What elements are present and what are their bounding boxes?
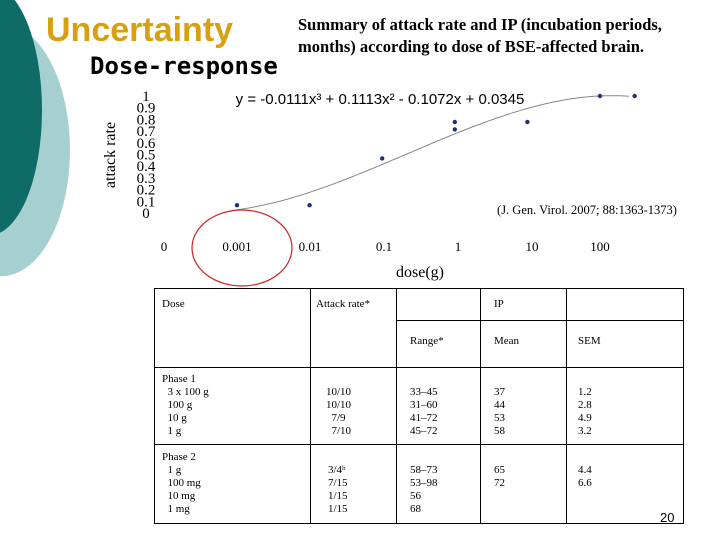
phase1-attack-rate: 10/10 10/10 7/9 7/10: [326, 386, 352, 437]
data-point: [234, 202, 240, 208]
slide-subtitle: Dose-response: [90, 52, 278, 80]
header-attack-rate: Attack rate*: [316, 298, 371, 310]
y-tick-label: 0.7: [137, 124, 156, 140]
phase1-range: 33–45 31–60 41–72 45–72: [410, 386, 438, 437]
y-tick-label: 0.9: [137, 101, 156, 117]
table-grid: [154, 288, 684, 524]
x-tick-label: 100: [590, 239, 610, 254]
highlight-circle: [191, 209, 293, 287]
y-tick-label: 0.8: [137, 112, 156, 128]
data-point: [632, 93, 637, 99]
x-tick-label: 0.01: [299, 239, 322, 254]
phase2-mean: 65 72: [494, 464, 505, 489]
y-tick-label: 0.3: [137, 171, 156, 187]
y-tick-label: 0.6: [137, 136, 156, 152]
y-axis-label: attack rate: [102, 122, 119, 188]
data-point: [452, 119, 457, 125]
page-number: 20: [660, 510, 675, 525]
data-point: [597, 93, 603, 99]
data-point: [380, 156, 385, 161]
x-tick-label: 0.001: [222, 239, 251, 254]
slide-title: Uncertainty: [46, 11, 234, 49]
header-mean: Mean: [494, 335, 520, 347]
y-tick-label: 0: [142, 206, 150, 222]
decorative-teal-shapes: [0, 0, 70, 276]
y-tick-label: 0.2: [137, 183, 156, 199]
header-range: Range*: [410, 335, 444, 347]
header-ip: IP: [494, 298, 504, 310]
phase2-attack-rate: 3/4ᵇ 7/15 1/15 1/15: [328, 464, 348, 515]
fit-curve: [236, 95, 630, 211]
y-tick-label: 0.4: [137, 159, 156, 175]
citation: (J. Gen. Virol. 2007; 88:1363-1373): [497, 203, 677, 217]
x-axis-ticks: 0 0.001 0.01 0.1 1 10 100: [161, 239, 610, 254]
phase1-sem: 1.2 2.8 4.9 3.2: [578, 386, 592, 437]
x-tick-label: 10: [526, 239, 539, 254]
header-dose: Dose: [162, 298, 185, 310]
phase1-dose: Phase 1 3 x 100 g 100 g 10 g 1 g: [162, 373, 209, 437]
data-points: [234, 93, 637, 208]
phase2-dose: Phase 2 1 g 100 mg 10 mg 1 mg: [162, 451, 201, 515]
fit-equation: y = -0.0111x³ + 0.1113x² - 0.1072x + 0.0…: [236, 91, 525, 108]
header-sem: SEM: [578, 335, 601, 347]
y-tick-label: 0.1: [137, 194, 156, 210]
data-point: [525, 119, 530, 125]
x-tick-label: 0: [161, 239, 168, 254]
summary-text: Summary of attack rate and IP (incubatio…: [298, 15, 662, 56]
data-point: [452, 127, 457, 132]
phase2-sem: 4.4 6.6: [578, 464, 592, 489]
x-tick-label: 1: [455, 239, 462, 254]
data-point: [307, 202, 312, 208]
teal-dark-shape: [0, 0, 42, 233]
x-axis-label: dose(g): [396, 264, 444, 281]
x-tick-label: 0.1: [376, 239, 392, 254]
y-tick-label: 0.5: [137, 148, 156, 164]
phase2-range: 58–73 53–98 56 68: [410, 464, 438, 515]
y-axis-ticks: 00.10.20.30.40.50.60.70.80.91: [137, 89, 156, 222]
dose-response-chart: 00.10.20.30.40.50.60.70.80.91 0 0.001 0.01…: [102, 89, 677, 287]
y-tick-label: 1: [142, 89, 150, 105]
phase1-mean: 37 44 53 58: [494, 386, 505, 437]
